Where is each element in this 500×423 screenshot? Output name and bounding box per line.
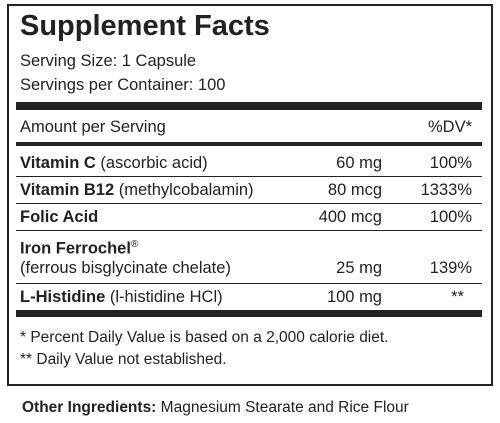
dv: ** xyxy=(451,288,464,306)
footnote: ** Daily Value not established. xyxy=(20,351,227,368)
dv: 139% xyxy=(429,259,472,277)
row-rule xyxy=(16,203,482,204)
title: Supplement Facts xyxy=(20,10,270,42)
nutrient-detail: (ascorbic acid) xyxy=(100,154,208,172)
nutrient-name: L-Histidine xyxy=(20,288,106,306)
row-rule xyxy=(16,176,482,177)
dv: 1333% xyxy=(420,181,472,199)
nutrient-detail: (methylcobalamin) xyxy=(118,181,254,199)
thick-rule xyxy=(16,102,482,110)
nutrient-detail: (l-histidine HCl) xyxy=(109,288,223,306)
amount: 25 mg xyxy=(336,259,382,277)
row: Vitamin C (ascorbic acid) xyxy=(20,153,208,173)
rule xyxy=(16,142,482,146)
other-ingredients-label: Other Ingredients: xyxy=(22,399,157,416)
amount: 400 mcg xyxy=(318,208,382,226)
footnote: * Percent Daily Value is based on a 2,00… xyxy=(20,329,389,346)
row: Folic Acid xyxy=(20,207,98,227)
nutrient-detail: (ferrous bisglycinate chelate) xyxy=(20,259,231,277)
dv-header: %DV* xyxy=(427,118,472,136)
dv: 100% xyxy=(429,208,472,226)
row: Iron Ferrochel® xyxy=(20,235,138,259)
other-ingredients: Other Ingredients: Magnesium Stearate an… xyxy=(22,398,409,418)
serving-size: Serving Size: 1 Capsule xyxy=(20,52,197,70)
row: Vitamin B12 (methylcobalamin) xyxy=(20,180,254,200)
thick-rule xyxy=(16,310,482,317)
nutrient-name: Vitamin C xyxy=(20,154,96,172)
registered-mark: ® xyxy=(130,239,139,250)
row-rule xyxy=(16,283,482,284)
amount: 60 mg xyxy=(336,154,382,172)
label-box xyxy=(7,4,493,386)
row: L-Histidine (l-histidine HCl) xyxy=(20,287,223,307)
nutrient-name: Vitamin B12 xyxy=(20,181,115,199)
nutrient-name: Folic Acid xyxy=(20,208,99,226)
other-ingredients-text: Magnesium Stearate and Rice Flour xyxy=(160,399,409,416)
row-rule xyxy=(16,230,482,231)
servings-per-container: Servings per Container: 100 xyxy=(20,76,226,94)
dv: 100% xyxy=(429,154,472,172)
amount: 80 mcg xyxy=(327,181,382,199)
nutrient-name: Iron Ferrochel xyxy=(20,239,131,258)
amount-header: Amount per Serving xyxy=(20,118,166,136)
amount: 100 mg xyxy=(326,288,382,306)
